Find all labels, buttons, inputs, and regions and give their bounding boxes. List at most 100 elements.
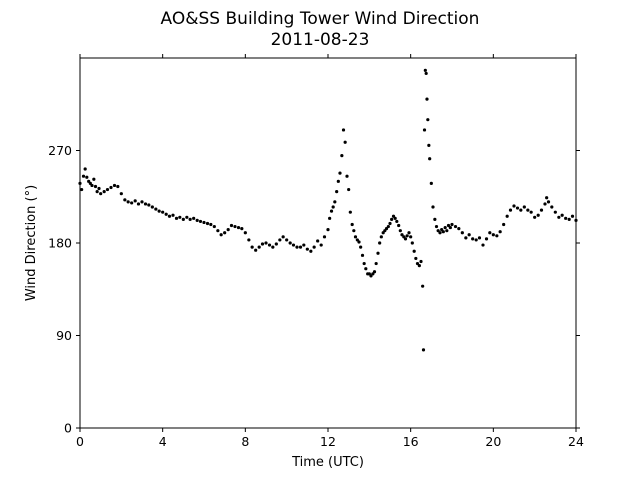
data-point — [254, 248, 258, 252]
data-point — [567, 217, 571, 221]
data-point — [553, 210, 557, 214]
data-point — [181, 217, 185, 221]
data-point — [90, 183, 94, 188]
data-points — [78, 68, 578, 352]
data-point — [322, 235, 327, 239]
data-point — [436, 229, 440, 233]
data-point — [274, 242, 278, 246]
x-tick-label: 8 — [241, 434, 249, 449]
data-point — [116, 184, 120, 189]
data-point — [92, 177, 96, 181]
data-point — [352, 229, 356, 233]
data-point — [438, 231, 442, 235]
data-point — [398, 229, 402, 233]
data-point — [441, 230, 445, 234]
data-point — [448, 225, 452, 230]
x-tick-label: 24 — [568, 434, 584, 449]
data-point — [278, 238, 282, 242]
data-point — [78, 181, 82, 185]
data-point — [345, 174, 349, 178]
data-point — [376, 251, 380, 255]
data-point — [291, 243, 296, 247]
data-point — [226, 228, 230, 232]
data-point — [264, 241, 268, 245]
data-point — [407, 231, 411, 235]
data-point — [424, 71, 428, 76]
y-tick-label: 270 — [48, 143, 72, 158]
data-point — [133, 199, 137, 203]
data-point — [484, 237, 489, 241]
data-point — [250, 245, 254, 249]
data-point — [140, 200, 144, 204]
data-point — [464, 236, 468, 240]
data-point — [305, 247, 309, 251]
data-point — [515, 206, 520, 210]
data-point — [130, 201, 134, 205]
data-point — [460, 231, 464, 235]
data-point — [302, 243, 306, 247]
data-point — [467, 233, 471, 237]
data-point — [428, 157, 432, 161]
data-point — [550, 205, 554, 209]
data-point — [417, 264, 421, 268]
data-point — [415, 261, 420, 266]
chart-subtitle: 2011-08-23 — [271, 30, 370, 50]
data-point — [202, 220, 206, 225]
y-tick-label: 90 — [56, 328, 72, 343]
data-point — [410, 241, 414, 245]
data-point — [219, 233, 223, 237]
y-tick-label: 180 — [48, 236, 72, 251]
data-point — [341, 128, 346, 132]
data-point — [83, 167, 87, 171]
data-point — [536, 213, 540, 217]
data-point — [529, 210, 533, 214]
data-point — [362, 261, 366, 266]
data-point — [123, 198, 127, 202]
data-point — [136, 202, 141, 206]
data-point — [405, 234, 409, 238]
x-tick-label: 12 — [320, 434, 336, 449]
data-point — [450, 222, 454, 227]
data-point — [309, 249, 313, 253]
data-point — [471, 237, 475, 241]
data-point — [443, 225, 447, 230]
data-point — [409, 235, 413, 239]
data-point — [188, 217, 192, 221]
data-point — [97, 186, 101, 191]
plot-frame — [79, 57, 577, 429]
data-point — [119, 192, 123, 196]
data-point — [147, 203, 151, 207]
data-point — [388, 221, 392, 226]
y-axis-label: Wind Direction (°) — [24, 185, 39, 301]
data-point — [198, 219, 203, 224]
data-point — [164, 212, 168, 216]
data-point — [498, 230, 502, 234]
data-point — [360, 253, 365, 257]
data-point — [384, 227, 389, 231]
data-point — [93, 184, 98, 189]
data-point — [236, 225, 241, 230]
data-point — [374, 261, 378, 266]
data-point — [316, 239, 320, 243]
data-point — [419, 259, 423, 264]
data-point — [403, 237, 408, 241]
data-point — [574, 218, 578, 222]
data-point — [427, 143, 431, 147]
data-point — [326, 228, 330, 232]
data-point — [161, 210, 165, 214]
data-point — [474, 238, 478, 242]
data-point — [174, 216, 179, 220]
data-point — [328, 216, 332, 220]
data-point — [505, 214, 509, 218]
data-point — [105, 187, 110, 192]
data-point — [243, 231, 247, 235]
axis-ticks: 0 4 8 12 16 20 24 0 90 180 270 — [48, 54, 584, 449]
x-tick-label: 16 — [403, 434, 419, 449]
data-point — [433, 217, 437, 221]
data-point — [539, 208, 544, 212]
data-point — [257, 245, 261, 249]
data-point — [434, 224, 439, 229]
x-tick-label: 0 — [76, 434, 84, 449]
data-point — [223, 231, 227, 235]
data-point — [260, 242, 265, 246]
